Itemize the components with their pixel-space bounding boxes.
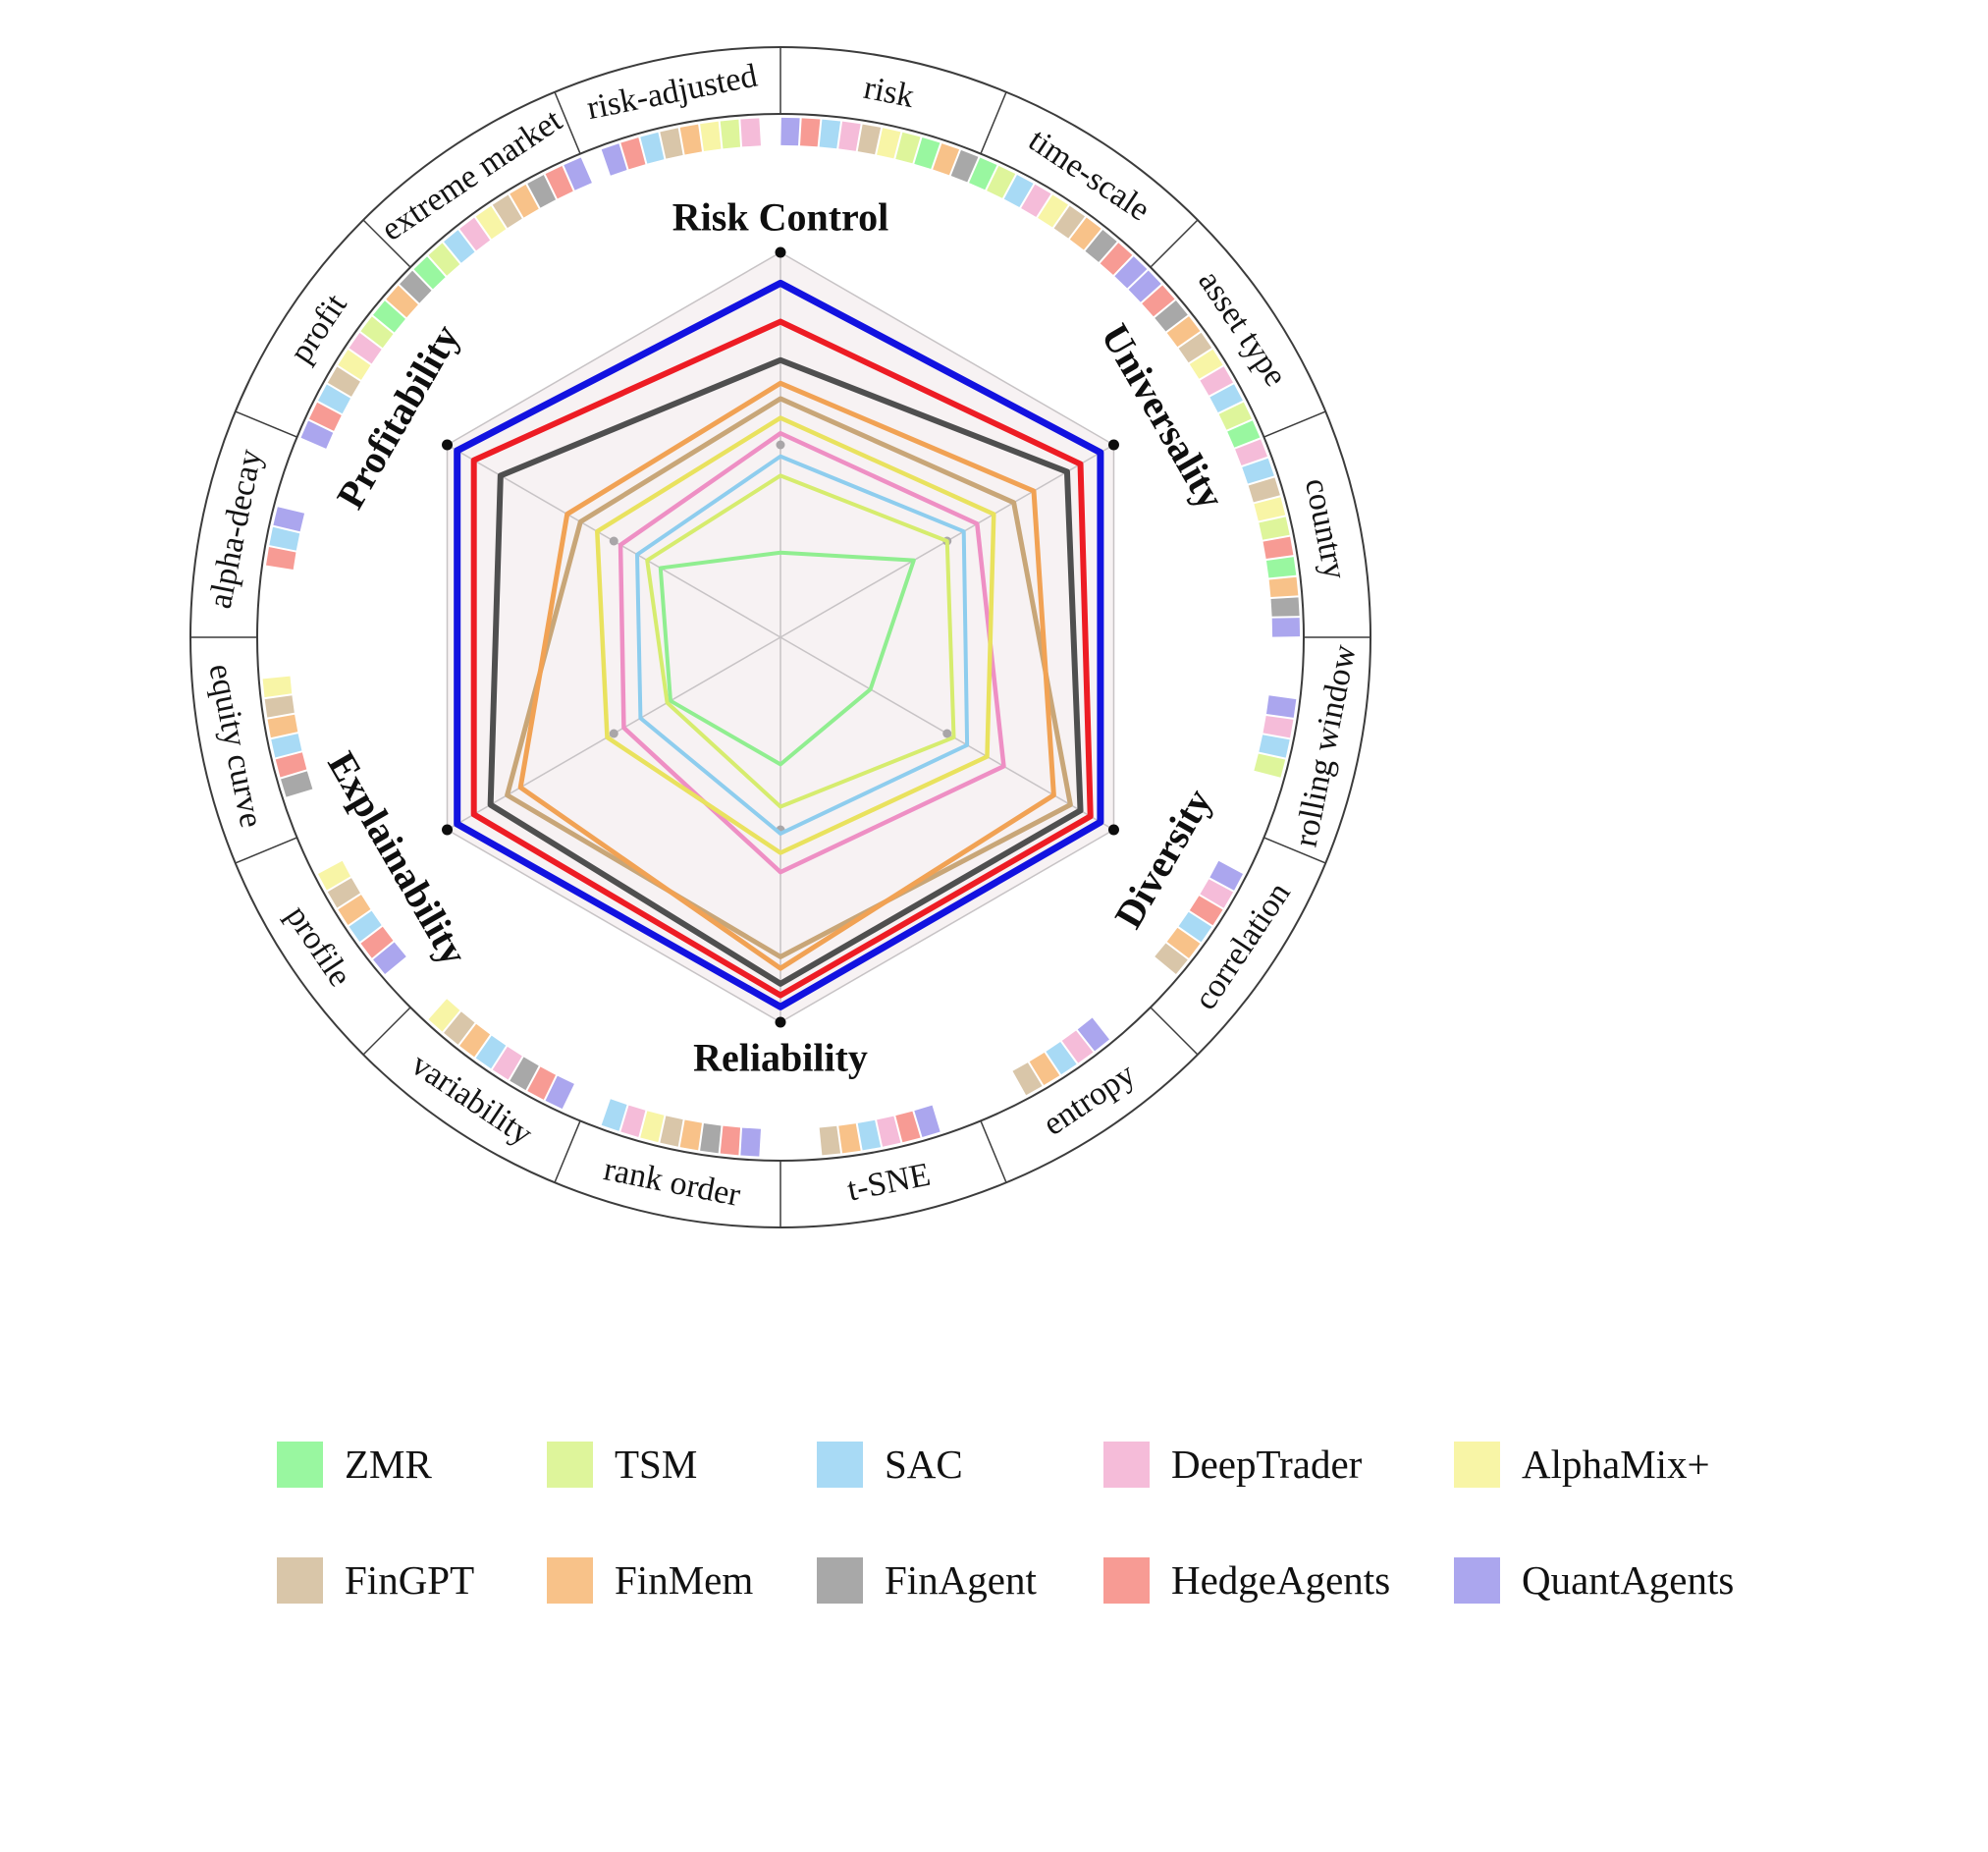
radar-mid-tick-dot [776,440,785,450]
radar-series-AlphaMix+ [595,415,996,855]
radar-vertex-dot [775,246,786,258]
radar-series-TSM [645,473,956,809]
legend-label: SAC [885,1442,963,1487]
ring-divider [362,219,411,268]
radar-series-SAC [635,454,970,836]
legend-swatch-TSM [547,1441,593,1488]
ring-marker-DeepTrader [738,116,764,149]
radar-axis-label-risk-control: Risk Control [672,195,888,240]
legend-label: FinGPT [345,1557,475,1603]
legend-item-QuantAgents: QuantAgents [1454,1556,1778,1604]
ring-marker-QuantAgents [911,1103,943,1140]
ring-marker-QuantAgents [1074,1014,1112,1055]
legend-item-FinAgent: FinAgent [817,1556,1103,1604]
radar-series-FinGPT [505,396,1073,959]
legend-label: ZMR [345,1442,432,1487]
radar-series-DeepTrader [618,430,1006,875]
legend-swatch-FinAgent [817,1556,863,1604]
radar-vertex-dot [1107,824,1119,836]
ring-marker-QuantAgents [1207,858,1246,894]
legend-swatch-SAC [817,1441,863,1488]
legend-label: AlphaMix+ [1522,1442,1710,1487]
radar-vertex-dot [442,439,454,451]
ring-divider [980,91,1007,154]
ring-divider [554,1120,581,1183]
legend-label: FinMem [615,1557,754,1603]
ring-marker-QuantAgents [370,939,409,977]
legend-swatch-FinMem [547,1556,593,1604]
legend-label: QuantAgents [1522,1557,1735,1603]
legend-swatch-HedgeAgents [1103,1556,1150,1604]
legend-item-FinMem: FinMem [547,1556,817,1604]
ring-marker-FinAgent [1268,595,1302,621]
ring-sector-label: rank order [601,1151,744,1214]
radar-vertex-dot [775,1016,786,1028]
ring-marker-QuantAgents [779,115,802,148]
legend-item-AlphaMix+: AlphaMix+ [1454,1441,1778,1488]
ring-marker-FinAgent [278,768,315,800]
ring-marker-QuantAgents [561,154,595,193]
ring-divider [1150,1007,1199,1056]
ring-divider [235,410,297,438]
legend-label: FinAgent [885,1557,1037,1603]
ring-divider [554,91,581,154]
legend-item-FinGPT: FinGPT [277,1556,547,1604]
ring-marker-QuantAgents [542,1072,577,1112]
ring-marker-QuantAgents [270,504,307,534]
legend-swatch-FinGPT [277,1556,323,1604]
radar-axis-label-reliability: Reliability [693,1036,868,1080]
radar-mid-tick-dot [942,729,952,738]
legend-label: HedgeAgents [1171,1557,1391,1603]
legend-label: TSM [615,1442,698,1487]
radar-vertex-dot [1107,439,1119,451]
ring-marker-QuantAgents [1263,692,1299,721]
radar-vertex-dot [442,824,454,836]
legend: ZMR TSM SAC DeepTrader AlphaMix+ FinGPT FinMem… [277,1406,1778,1638]
ring-sector-label: t-SNE [844,1157,934,1209]
ring-marker-QuantAgents [1269,616,1303,639]
radar-series-FinMem [517,380,1056,971]
legend-item-HedgeAgents: HedgeAgents [1103,1556,1454,1604]
ring-sector-label: rolling window [1288,641,1364,849]
radar-series-ZMR [658,550,916,767]
radar-series-FinAgent [487,356,1084,987]
ring-sector-label: risk [861,70,917,115]
radar-series-QuantAgents [454,279,1104,1010]
legend-item-ZMR: ZMR [277,1441,547,1488]
legend-item-DeepTrader: DeepTrader [1103,1441,1454,1488]
ring-divider [980,1120,1007,1183]
radar-mid-tick-dot [609,729,618,738]
legend-swatch-ZMR [277,1441,323,1488]
legend-swatch-AlphaMix+ [1454,1441,1500,1488]
ring-sector-label: country [1298,475,1354,582]
ring-divider [1263,837,1326,864]
legend-item-SAC: SAC [817,1441,1103,1488]
legend-swatch-QuantAgents [1454,1556,1500,1604]
legend-item-TSM: TSM [547,1441,817,1488]
ring-divider [362,1007,411,1056]
legend-swatch-DeepTrader [1103,1441,1150,1488]
radar-mid-tick-dot [609,536,618,546]
ring-divider [1263,410,1326,438]
ring-divider [1150,219,1199,268]
legend-label: DeepTrader [1171,1442,1363,1487]
ring-divider [235,837,297,864]
radar-series-HedgeAgents [470,318,1094,999]
ring-marker-QuantAgents [738,1125,764,1159]
